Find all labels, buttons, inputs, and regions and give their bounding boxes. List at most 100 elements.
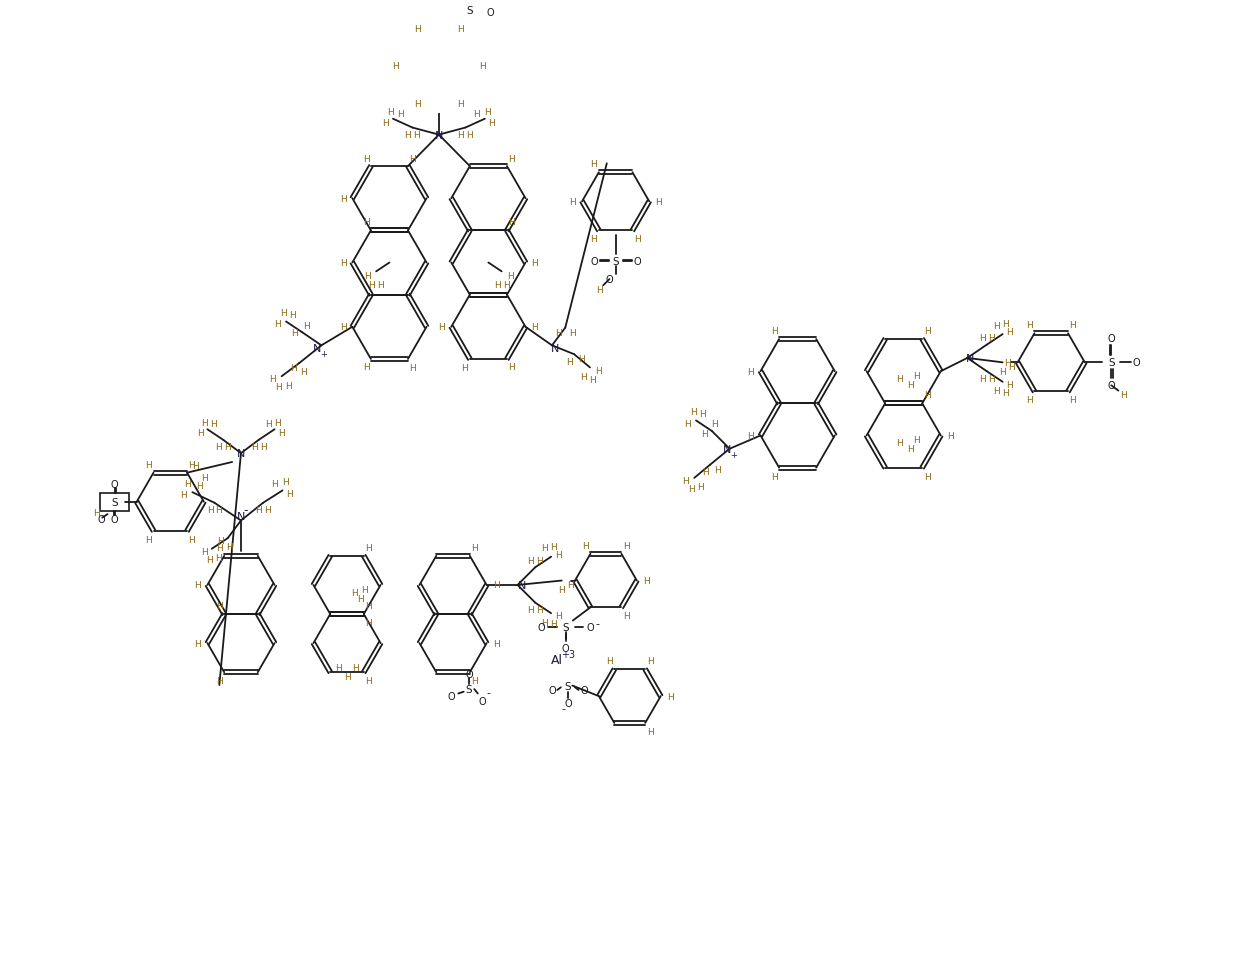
Text: Al: Al	[551, 653, 563, 666]
Text: N: N	[722, 444, 731, 454]
Text: H: H	[623, 541, 629, 551]
Text: H: H	[350, 588, 358, 597]
Text: H: H	[1070, 321, 1076, 330]
Text: N: N	[237, 449, 245, 459]
Text: H: H	[502, 281, 510, 289]
Text: H: H	[215, 554, 221, 562]
Text: H: H	[913, 436, 921, 445]
Text: O: O	[580, 686, 588, 695]
Text: S: S	[563, 622, 569, 632]
Text: H: H	[196, 481, 202, 490]
Text: H: H	[274, 320, 280, 329]
Text: H: H	[923, 391, 931, 400]
Text: H: H	[362, 585, 368, 595]
Text: O: O	[465, 669, 472, 680]
Text: +: +	[320, 349, 328, 358]
Text: S: S	[1108, 358, 1114, 368]
Text: H: H	[365, 601, 372, 610]
Text: H: H	[583, 541, 589, 551]
Text: H: H	[484, 108, 491, 117]
Text: H: H	[188, 461, 196, 469]
Text: H: H	[623, 611, 629, 621]
Text: H: H	[466, 131, 474, 140]
Text: S: S	[466, 685, 472, 694]
Text: +3: +3	[561, 649, 575, 659]
Text: O: O	[486, 8, 494, 18]
Text: H: H	[647, 657, 653, 666]
Text: H: H	[195, 639, 201, 648]
Text: H: H	[274, 419, 280, 427]
Text: H: H	[509, 218, 515, 227]
Text: H: H	[1026, 396, 1032, 405]
Text: H: H	[462, 364, 468, 373]
Text: H: H	[896, 438, 903, 448]
Text: O: O	[548, 686, 556, 695]
Text: H: H	[363, 155, 369, 163]
Text: H: H	[275, 383, 283, 392]
Text: H: H	[492, 581, 500, 590]
Text: H: H	[363, 218, 369, 227]
Text: H: H	[409, 155, 416, 163]
Text: H: H	[907, 445, 914, 454]
Text: H: H	[210, 420, 217, 429]
Text: H: H	[201, 473, 208, 482]
Text: H: H	[698, 410, 706, 419]
Text: O: O	[605, 275, 613, 285]
Text: H: H	[923, 327, 931, 335]
Text: H: H	[1002, 388, 1009, 397]
Text: H: H	[340, 195, 347, 203]
Text: H: H	[201, 419, 208, 427]
Text: H: H	[528, 556, 534, 565]
Text: H: H	[667, 691, 673, 701]
Text: H: H	[702, 429, 708, 439]
Text: H: H	[216, 601, 222, 610]
Text: O: O	[564, 698, 571, 708]
Text: H: H	[457, 100, 463, 109]
Text: H: H	[978, 375, 986, 383]
Text: H: H	[555, 329, 561, 337]
Text: O: O	[479, 695, 486, 706]
Text: H: H	[993, 322, 1000, 331]
Text: H: H	[195, 581, 201, 590]
Text: H: H	[682, 476, 688, 485]
Text: N: N	[966, 354, 975, 364]
Text: H: H	[531, 323, 538, 332]
Text: H: H	[590, 160, 598, 169]
Text: H: H	[474, 110, 480, 118]
Text: H: H	[225, 443, 231, 452]
Text: H: H	[188, 535, 196, 544]
Text: H: H	[270, 375, 276, 384]
Text: H: H	[264, 506, 271, 514]
FancyBboxPatch shape	[100, 493, 129, 511]
Text: -: -	[244, 504, 247, 516]
Text: H: H	[201, 548, 208, 556]
Text: H: H	[413, 131, 421, 140]
Text: H: H	[216, 443, 222, 452]
Text: H: H	[146, 461, 152, 469]
Text: H: H	[907, 380, 914, 389]
Text: H: H	[291, 329, 298, 337]
Text: H: H	[398, 110, 404, 118]
Text: H: H	[569, 329, 575, 337]
Text: N: N	[237, 511, 245, 521]
Text: H: H	[896, 375, 903, 383]
Text: N: N	[313, 343, 322, 354]
Text: H: H	[392, 63, 399, 71]
Text: H: H	[357, 594, 364, 603]
Text: H: H	[479, 63, 486, 71]
Text: H: H	[1006, 328, 1014, 336]
Text: H: H	[507, 272, 514, 281]
Text: H: H	[457, 131, 465, 140]
Text: O: O	[1108, 333, 1115, 343]
Text: H: H	[697, 483, 703, 492]
Text: H: H	[559, 585, 565, 595]
Text: H: H	[197, 429, 203, 438]
Text: H: H	[368, 281, 376, 289]
Text: H: H	[536, 556, 543, 565]
Text: H: H	[494, 281, 501, 289]
Text: H: H	[260, 443, 266, 452]
Text: O: O	[447, 691, 455, 701]
Text: H: H	[216, 544, 222, 553]
Text: H: H	[1120, 390, 1127, 399]
Text: H: H	[255, 506, 263, 514]
